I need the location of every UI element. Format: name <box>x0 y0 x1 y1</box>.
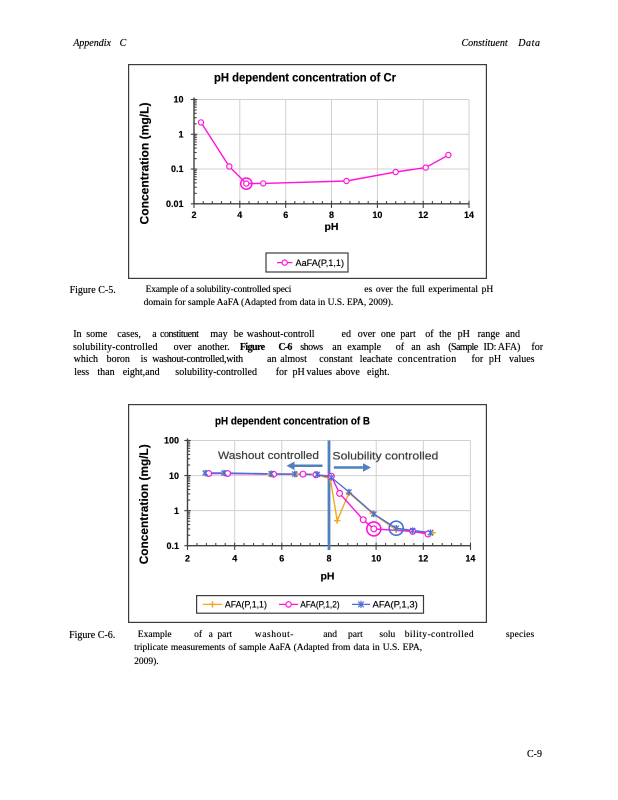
svg-text:1: 1 <box>174 506 179 516</box>
svg-text:pH dependent concentration of: pH dependent concentration of B <box>215 416 370 428</box>
svg-text:AFA(P,1,3): AFA(P,1,3) <box>373 600 418 610</box>
svg-text:Washout controlled: Washout controlled <box>218 450 319 462</box>
svg-text:6: 6 <box>279 554 284 564</box>
svg-text:1: 1 <box>178 130 183 140</box>
svg-text:10: 10 <box>372 210 382 220</box>
svg-text:pH: pH <box>321 571 335 583</box>
svg-text:10: 10 <box>169 471 179 481</box>
svg-text:14: 14 <box>465 554 475 564</box>
svg-text:10: 10 <box>173 95 183 105</box>
svg-text:12: 12 <box>418 554 428 564</box>
svg-text:4: 4 <box>237 210 242 220</box>
svg-text:AFA(P,1,2): AFA(P,1,2) <box>300 600 339 610</box>
svg-text:0.1: 0.1 <box>171 164 184 174</box>
svg-text:12: 12 <box>418 210 428 220</box>
svg-text:pH: pH <box>325 221 339 233</box>
svg-text:6: 6 <box>283 210 288 220</box>
svg-text:AaFA(P,1,1): AaFA(P,1,1) <box>296 258 345 268</box>
svg-text:14: 14 <box>464 210 474 220</box>
svg-text:4: 4 <box>232 554 237 564</box>
svg-text:Concentration (mg/L): Concentration (mg/L) <box>139 444 151 564</box>
svg-text:AFA(P,1,1): AFA(P,1,1) <box>225 600 267 610</box>
svg-text:Concentration (mg/L): Concentration (mg/L) <box>139 102 151 224</box>
svg-text:0.1: 0.1 <box>166 541 179 551</box>
svg-text:2: 2 <box>185 554 190 564</box>
svg-text:pH dependent concentration of: pH dependent concentration of Cr <box>214 73 397 85</box>
svg-text:0.01: 0.01 <box>166 199 184 209</box>
svg-text:2: 2 <box>191 210 196 220</box>
svg-text:Solubility controlled: Solubility controlled <box>332 450 438 462</box>
svg-text:8: 8 <box>326 554 331 564</box>
svg-text:100: 100 <box>164 436 179 446</box>
svg-text:10: 10 <box>371 554 381 564</box>
svg-text:8: 8 <box>329 210 334 220</box>
